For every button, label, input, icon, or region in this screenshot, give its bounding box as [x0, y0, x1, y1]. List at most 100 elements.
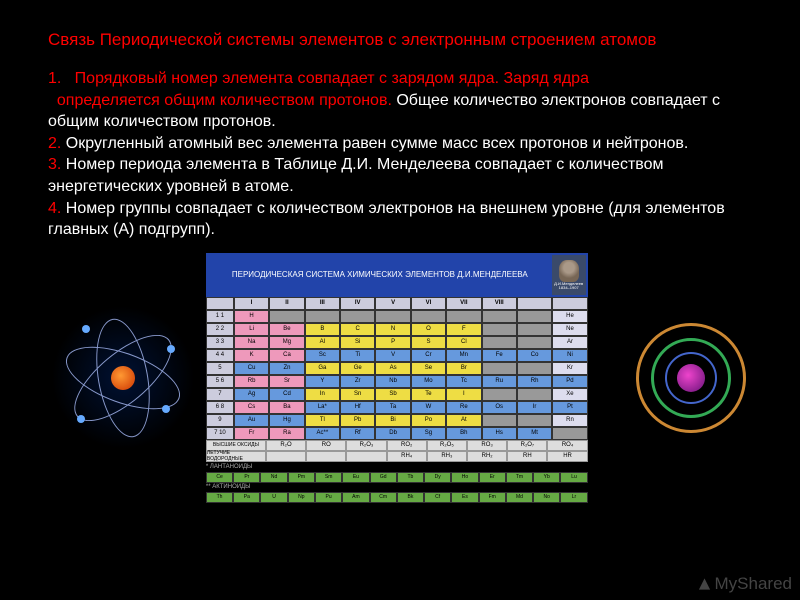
element-cell: Tl	[305, 414, 340, 427]
element-cell: Mt	[517, 427, 552, 440]
element-cell: Rn	[552, 414, 587, 427]
element-cell: Tc	[446, 375, 481, 388]
bullet-item: 3. Номер периода элемента в Таблице Д.И.…	[48, 154, 752, 197]
element-cell	[482, 414, 517, 427]
bullet-text: Номер группы совпадает с количеством эле…	[48, 200, 725, 239]
ptable-corner	[206, 297, 234, 310]
element-cell: Sb	[375, 388, 410, 401]
formula-cell: R₂O₃	[346, 440, 386, 451]
element-cell	[482, 388, 517, 401]
element-cell: As	[375, 362, 410, 375]
element-cell: Hg	[269, 414, 304, 427]
element-cell	[517, 414, 552, 427]
ptable-title-bar: ПЕРИОДИЧЕСКАЯ СИСТЕМА ХИМИЧЕСКИХ ЭЛЕМЕНТ…	[206, 253, 588, 297]
element-cell	[305, 310, 340, 323]
formula-cell: RH₂	[467, 451, 507, 462]
element-cell: F	[446, 323, 481, 336]
bullet-number: 1.	[48, 70, 61, 87]
group-header: IV	[340, 297, 375, 310]
element-cell: Ge	[340, 362, 375, 375]
element-cell	[482, 336, 517, 349]
formula-cell	[346, 451, 386, 462]
period-label: 2 2	[206, 323, 234, 336]
element-cell: Mo	[411, 375, 446, 388]
mendeleev-portrait: Д.И.Менделеев 1834–1907	[552, 255, 586, 295]
element-cell: Po	[411, 414, 446, 427]
f-block-cell: Lu	[560, 472, 587, 483]
f-block-cell: Pu	[315, 492, 342, 503]
lanthanides-row: CePrNdPmSmEuGdTbDyHoErTmYbLu	[206, 472, 588, 483]
slide-title: Связь Периодической системы элементов с …	[48, 30, 752, 50]
watermark: MyShared	[698, 574, 792, 594]
element-cell: Cl	[446, 336, 481, 349]
period-label: 4 4	[206, 349, 234, 362]
element-cell: Zr	[340, 375, 375, 388]
element-cell: Si	[340, 336, 375, 349]
group-header: VII	[446, 297, 481, 310]
f-block-cell: Bk	[397, 492, 424, 503]
ptable-title: ПЕРИОДИЧЕСКАЯ СИСТЕМА ХИМИЧЕСКИХ ЭЛЕМЕНТ…	[208, 270, 552, 279]
formula-cell	[266, 451, 306, 462]
images-row: ПЕРИОДИЧЕСКАЯ СИСТЕМА ХИМИЧЕСКИХ ЭЛЕМЕНТ…	[48, 253, 752, 503]
element-cell: Ru	[482, 375, 517, 388]
f-block-cell: Pr	[233, 472, 260, 483]
element-cell: Bh	[446, 427, 481, 440]
element-cell: W	[411, 401, 446, 414]
f-block-cell: Er	[479, 472, 506, 483]
group-header: VI	[411, 297, 446, 310]
element-cell: Bi	[375, 414, 410, 427]
element-cell: Mn	[446, 349, 481, 362]
f-block-cell: U	[260, 492, 287, 503]
formula-cell: HR	[547, 451, 587, 462]
f-block-cell: Pm	[288, 472, 315, 483]
f-block-cell: No	[533, 492, 560, 503]
f-block-cell: Np	[288, 492, 315, 503]
element-cell: Cd	[269, 388, 304, 401]
element-cell: B	[305, 323, 340, 336]
element-cell: Ta	[375, 401, 410, 414]
group-header: VIII	[482, 297, 517, 310]
bullet-text: Округленный атомный вес элемента равен с…	[61, 135, 688, 152]
element-cell: Kr	[552, 362, 587, 375]
element-cell: Hs	[482, 427, 517, 440]
f-block-cell: Nd	[260, 472, 287, 483]
group-header: V	[375, 297, 410, 310]
bullet-item: 1. Порядковый номер элемента совпадает с…	[48, 68, 752, 133]
f-block-cell: Sm	[315, 472, 342, 483]
periodic-table: ПЕРИОДИЧЕСКАЯ СИСТЕМА ХИМИЧЕСКИХ ЭЛЕМЕНТ…	[206, 253, 588, 503]
f-block-cell: Tb	[397, 472, 424, 483]
element-cell	[482, 323, 517, 336]
period-label: 7	[206, 388, 234, 401]
element-cell: He	[552, 310, 587, 323]
formula-cell: RO	[306, 440, 346, 451]
element-cell: Na	[234, 336, 269, 349]
formula-cell: RH₃	[427, 451, 467, 462]
watermark-text: MyShared	[715, 574, 792, 594]
f-block-cell: Cf	[424, 492, 451, 503]
formula-label: ВЫСШИЕ ОКСИДЫ	[206, 440, 266, 451]
watermark-icon	[698, 577, 712, 591]
element-cell: Ni	[552, 349, 587, 362]
element-cell	[517, 323, 552, 336]
f-block-cell: Pa	[233, 492, 260, 503]
bullet-list: 1. Порядковый номер элемента совпадает с…	[48, 68, 752, 241]
group-header: II	[269, 297, 304, 310]
element-cell: Br	[446, 362, 481, 375]
element-cell: N	[375, 323, 410, 336]
element-cell	[482, 310, 517, 323]
group-header: I	[234, 297, 269, 310]
bullet-number: 2.	[48, 135, 61, 152]
period-label: 9	[206, 414, 234, 427]
element-cell: Fe	[482, 349, 517, 362]
f-block-cell: Gd	[370, 472, 397, 483]
formula-cell: RO₃	[467, 440, 507, 451]
element-cell	[375, 310, 410, 323]
element-cell: Nb	[375, 375, 410, 388]
oxides-row: ВЫСШИЕ ОКСИДЫR₂OROR₂O₃RO₂R₂O₅RO₃R₂O₇RO₄	[206, 440, 588, 451]
element-cell: Ir	[517, 401, 552, 414]
period-label: 6 8	[206, 401, 234, 414]
element-cell: Sc	[305, 349, 340, 362]
shell-core-icon	[677, 364, 705, 392]
element-cell: O	[411, 323, 446, 336]
element-cell: S	[411, 336, 446, 349]
